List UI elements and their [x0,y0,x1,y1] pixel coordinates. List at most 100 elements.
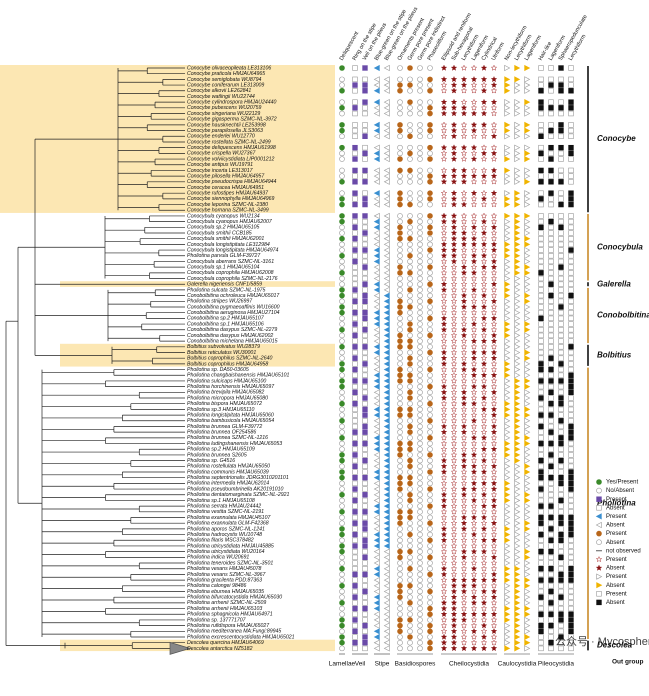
matrix-cell [548,617,554,623]
matrix-cell [470,189,478,197]
legend-symbol [596,487,602,494]
matrix-cell [397,378,403,384]
matrix-cell [407,298,413,305]
matrix-cell [383,104,390,111]
matrix-cell [450,428,458,435]
matrix-cell [352,435,358,441]
matrix-cell [558,247,564,253]
matrix-cell [427,196,433,202]
matrix-cell [514,87,521,94]
matrix-cell [548,321,554,327]
matrix-cell [397,463,403,470]
matrix-cell [397,258,403,265]
matrix-cell [504,190,511,197]
matrix-cell [397,65,403,71]
matrix-cell [504,440,511,447]
matrix-cell [514,190,521,197]
matrix-cell [427,355,433,361]
matrix-cell [480,149,488,157]
matrix-cell [352,372,358,378]
matrix-cell [373,229,380,237]
matrix-cell [524,383,531,390]
matrix-cell [373,121,380,128]
matrix-cell [362,105,368,111]
matrix-cell [538,309,544,316]
matrix-cell [373,264,380,271]
matrix-cell [460,474,468,481]
matrix-cell [514,298,521,305]
group-label: Stipe [375,661,390,668]
matrix-cell [440,440,448,447]
matrix-cell [548,99,554,105]
matrix-cell [460,178,468,185]
taxon-label: Pholiotina exannulata HMJAU45107 [187,515,271,521]
matrix-cell [427,520,433,527]
matrix-cell [352,378,358,384]
matrix-cell [524,400,531,407]
matrix-cell [524,633,531,641]
matrix-cell [339,395,345,401]
matrix-cell [362,537,368,543]
matrix-cell [490,87,498,94]
matrix-cell [548,150,554,157]
matrix-cell [427,82,433,88]
matrix-cell [417,315,423,322]
matrix-cell [407,258,413,265]
legend-symbol [596,582,603,589]
matrix-cell [514,292,521,299]
matrix-cell [490,275,498,282]
matrix-cell [373,633,380,641]
taxon-label: Pholiotina sp.2 HMJAU65109 [187,447,255,453]
matrix-cell [558,520,564,526]
matrix-cell [427,156,433,162]
matrix-cell [440,337,448,344]
matrix-cell [450,240,458,248]
matrix-cell [427,474,433,481]
matrix-cell [480,462,488,470]
matrix-cell [514,639,521,646]
matrix-cell [460,622,468,629]
legend-label: No/Absent [606,488,634,494]
matrix-cell [397,82,403,88]
matrix-cell [538,588,544,595]
matrix-cell [548,378,554,384]
matrix-cell [450,417,458,424]
matrix-cell [373,190,380,197]
matrix-cell [373,599,380,606]
matrix-cell [470,280,478,288]
matrix-cell [373,298,380,305]
matrix-cell [373,503,380,510]
matrix-cell [504,269,511,276]
matrix-cell [514,411,521,419]
matrix-cell [383,571,390,578]
matrix-cell [397,372,403,379]
matrix-cell [490,622,498,629]
matrix-cell [427,417,433,424]
matrix-cell [538,383,544,390]
clade-label: Bolbitius [597,350,632,359]
matrix-cell [362,395,368,401]
matrix-cell [450,440,458,447]
matrix-cell [538,474,544,481]
matrix-cell [460,331,468,339]
matrix-cell [383,258,390,265]
matrix-cell [427,378,433,384]
matrix-cell [397,400,403,407]
tree [5,67,192,655]
matrix-cell [480,570,488,578]
matrix-cell [548,588,554,595]
matrix-cell [407,82,413,88]
matrix-cell [362,82,368,88]
matrix-cell [460,195,468,202]
matrix-cell [407,361,413,367]
matrix-cell [339,389,345,396]
matrix-cell [538,253,544,259]
matrix-cell [362,122,368,128]
matrix-cell [339,605,345,612]
matrix-cell [568,628,574,635]
matrix-cell [490,144,498,151]
matrix-cell [558,645,564,652]
matrix-cell [383,155,390,163]
matrix-cell [397,395,403,401]
matrix-cell [558,429,564,435]
